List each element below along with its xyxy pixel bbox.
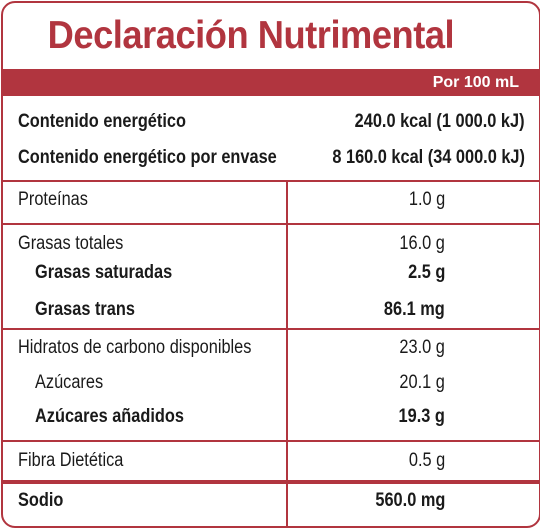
fat-label: Grasas totales	[18, 233, 124, 254]
sodium-row: Sodio 560.0 mg	[3, 490, 539, 516]
saturated-fat-row: Grasas saturadas 2.5 g	[3, 262, 539, 288]
energy-row: Contenido energético 240.0 kcal (1 000.0…	[3, 111, 539, 137]
per-100ml-label: Por 100 mL	[432, 73, 519, 91]
energy-container-row: Contenido energético por envase 8 160.0 …	[3, 147, 539, 173]
divider	[3, 328, 539, 330]
divider	[3, 440, 539, 442]
sodium-value: 560.0 mg	[375, 490, 445, 511]
protein-label: Proteínas	[18, 189, 88, 210]
energy-label: Contenido energético	[18, 111, 186, 132]
protein-value: 1.0 g	[408, 189, 445, 210]
carbs-value: 23.0 g	[399, 337, 445, 358]
fiber-value: 0.5 g	[408, 450, 445, 471]
divider	[3, 180, 539, 182]
trans-fat-label: Grasas trans	[35, 299, 135, 320]
divider	[3, 480, 539, 484]
energy-container-value: 8 160.0 kcal (34 000.0 kJ)	[332, 147, 525, 168]
added-sugars-row: Azúcares añadidos 19.3 g	[3, 406, 539, 432]
fiber-row: Fibra Dietética 0.5 g	[3, 450, 539, 476]
trans-fat-value: 86.1 mg	[384, 299, 445, 320]
added-sugars-label: Azúcares añadidos	[35, 406, 184, 427]
column-divider	[286, 180, 288, 526]
sugars-label: Azúcares	[35, 372, 104, 393]
trans-fat-row: Grasas trans 86.1 mg	[3, 299, 539, 325]
sodium-label: Sodio	[18, 490, 64, 511]
sugars-value: 20.1 g	[399, 372, 445, 393]
energy-value: 240.0 kcal (1 000.0 kJ)	[355, 111, 525, 132]
protein-row: Proteínas 1.0 g	[3, 189, 539, 215]
fat-row: Grasas totales 16.0 g	[3, 233, 539, 259]
carbs-row: Hidratos de carbono disponibles 23.0 g	[3, 337, 539, 363]
added-sugars-value: 19.3 g	[398, 406, 445, 427]
divider	[3, 223, 539, 225]
sugars-row: Azúcares 20.1 g	[3, 372, 539, 398]
fat-value: 16.0 g	[399, 233, 445, 254]
saturated-fat-label: Grasas saturadas	[35, 262, 173, 283]
energy-container-label: Contenido energético por envase	[18, 147, 277, 168]
fiber-label: Fibra Dietética	[18, 450, 124, 471]
serving-header-bar: Por 100 mL	[3, 69, 539, 96]
panel-title: Declaración Nutrimental	[47, 14, 455, 57]
saturated-fat-value: 2.5 g	[407, 262, 445, 283]
carbs-label: Hidratos de carbono disponibles	[18, 337, 252, 358]
